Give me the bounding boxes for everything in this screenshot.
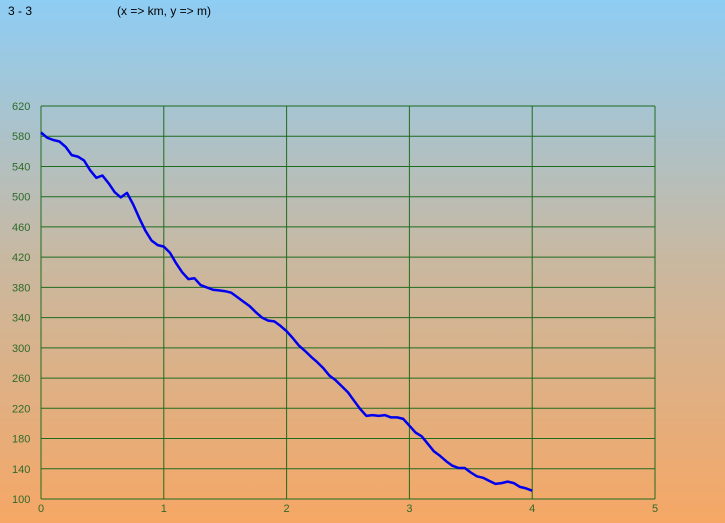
- elevation-line: [40, 131, 533, 492]
- x-tick-label: 5: [652, 503, 658, 515]
- y-tick-label: 580: [12, 131, 30, 143]
- x-tick-labels: 0 1 2 3 4 5: [38, 503, 658, 515]
- x-tick-label: 1: [161, 503, 167, 515]
- y-tick-label: 140: [12, 464, 30, 476]
- x-tick-label: 4: [529, 503, 535, 515]
- y-tick-label: 460: [12, 222, 30, 234]
- y-tick-label: 500: [12, 192, 30, 204]
- units-label: (x => km, y => m): [117, 4, 212, 18]
- y-tick-label: 540: [12, 161, 30, 173]
- y-tick-label: 260: [12, 373, 30, 385]
- y-tick-label: 620: [12, 101, 30, 113]
- section-label: 3 - 3: [8, 4, 33, 18]
- y-tick-label: 340: [12, 313, 30, 325]
- x-tick-label: 2: [284, 503, 290, 515]
- y-tick-label: 300: [12, 343, 30, 355]
- y-tick-label: 380: [12, 282, 30, 294]
- y-tick-label: 220: [12, 403, 30, 415]
- y-tick-label: 420: [12, 252, 30, 264]
- y-tick-label: 100: [12, 494, 30, 506]
- x-tick-label: 3: [406, 503, 412, 515]
- y-tick-labels: 100 140 180 220 260 300 340 380 420 460 500 540 580 6…: [12, 101, 30, 506]
- y-tick-label: 180: [12, 434, 30, 446]
- chart-grid: [40, 105, 656, 500]
- x-tick-label: 0: [38, 503, 44, 515]
